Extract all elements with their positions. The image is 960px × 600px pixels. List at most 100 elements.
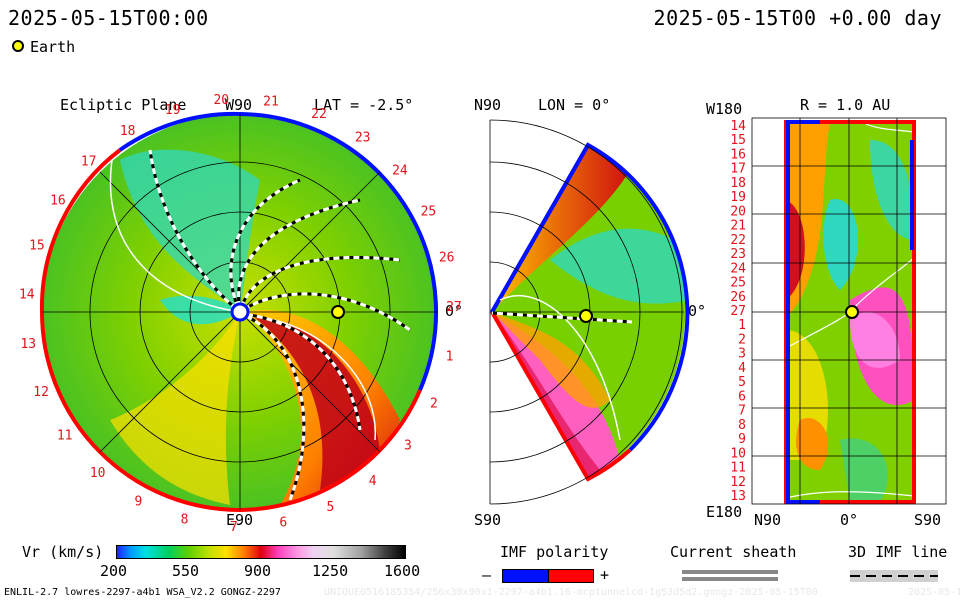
imf-line-title: 3D IMF line: [848, 543, 948, 561]
radial-rotation-label: 23: [730, 247, 746, 262]
earth-legend-label: Earth: [30, 38, 76, 56]
ecliptic-title: Ecliptic Plane: [60, 96, 187, 114]
radial-rotation-label: 24: [730, 261, 746, 276]
ecliptic-rotation-label: 25: [421, 204, 437, 219]
radial-bottom-label-s: S90: [914, 511, 942, 529]
ecliptic-rotation-label: 21: [263, 94, 279, 109]
ecliptic-rotation-label: 24: [392, 164, 408, 179]
ecliptic-rotation-label: 12: [33, 385, 49, 400]
radial-rotation-label: 9: [738, 432, 746, 447]
radial-rotation-label: 11: [730, 461, 746, 476]
earth-marker-icon: [12, 40, 24, 52]
radial-rotation-label: 13: [730, 489, 746, 504]
radial-rotation-label: 17: [730, 162, 746, 177]
ecliptic-rotation-label: 19: [165, 103, 181, 118]
footer-run-id: UNIQUE0516185354/256x30x90x1-2297-a4b1.1…: [324, 587, 818, 598]
earth-ecliptic-icon: [331, 305, 345, 319]
ecliptic-rotation-label: 16: [50, 194, 66, 209]
ecliptic-rotation-label: 26: [439, 251, 455, 266]
imf-polarity-minus: –: [482, 566, 492, 584]
radial-rotation-label: 5: [738, 375, 746, 390]
radial-rotation-label: 20: [730, 204, 746, 219]
sun-icon: [230, 302, 250, 322]
imf-polarity-title: IMF polarity: [500, 543, 609, 561]
ecliptic-rotation-label: 20: [213, 93, 229, 108]
ecliptic-rotation-label: 11: [57, 429, 73, 444]
ecliptic-rotation-label: 2: [430, 396, 438, 411]
radial-rotation-label: 21: [730, 219, 746, 234]
ecliptic-top-label: W90: [225, 96, 253, 114]
ecliptic-rotation-label: 3: [404, 439, 412, 454]
earth-radial-icon: [845, 305, 859, 319]
colorbar-tick-1250: 1250: [312, 562, 349, 580]
ecliptic-rotation-label: 5: [326, 500, 334, 515]
ecliptic-bottom-label: E90: [226, 511, 254, 529]
ecliptic-rotation-label: 27: [446, 300, 462, 315]
ecliptic-rotation-label: 9: [134, 494, 142, 509]
imf-positive-swatch: [548, 569, 594, 583]
meridional-lon-label: LON = 0°: [538, 96, 611, 114]
radial-rotation-label: 6: [738, 389, 746, 404]
ecliptic-rotation-label: 18: [120, 124, 136, 139]
colorbar-tick-550: 550: [172, 562, 200, 580]
ecliptic-rotation-label: 7: [230, 520, 238, 535]
ecliptic-rotation-label: 10: [90, 466, 106, 481]
colorbar-tick-1600: 1600: [384, 562, 421, 580]
radial-top-left-label: W180: [706, 100, 743, 118]
ecliptic-rotation-label: 8: [181, 513, 189, 528]
radial-rotation-label: 10: [730, 446, 746, 461]
radial-bottom-left-label: E180: [706, 503, 743, 521]
meridional-right-label: 0°: [688, 302, 707, 320]
ecliptic-rotation-label: 6: [279, 516, 287, 531]
ecliptic-rotation-label: 4: [369, 474, 377, 489]
velocity-colorbar: [116, 545, 406, 559]
radial-rotation-label: 3: [738, 347, 746, 362]
radial-rotation-label: 26: [730, 290, 746, 305]
radial-rotation-label: 8: [738, 418, 746, 433]
ecliptic-rotation-label: 23: [355, 131, 371, 146]
ecliptic-rotation-label: 1: [446, 349, 454, 364]
radial-rotation-label: 14: [730, 119, 746, 134]
meridional-bottom-label: S90: [474, 511, 502, 529]
radial-rotation-label: 25: [730, 276, 746, 291]
radial-rotation-label: 4: [738, 361, 746, 376]
radial-rotation-label: 22: [730, 233, 746, 248]
radial-bottom-label-0: 0°: [840, 511, 859, 529]
radial-rotation-label: 1: [738, 318, 746, 333]
colorbar-tick-200: 200: [100, 562, 128, 580]
radial-rotation-label: 12: [730, 475, 746, 490]
ecliptic-lat-label: LAT = -2.5°: [314, 96, 414, 114]
current-sheath-line-1: [682, 570, 778, 574]
current-sheath-line-2: [682, 577, 778, 581]
imf-polarity-plus: +: [600, 566, 610, 584]
radial-rotation-label: 27: [730, 304, 746, 319]
radial-rotation-label: 2: [738, 333, 746, 348]
meridional-top-label: N90: [474, 96, 502, 114]
radial-bottom-label-n: N90: [754, 511, 782, 529]
imf-negative-swatch: [502, 569, 550, 583]
radial-rotation-label: 16: [730, 148, 746, 163]
radial-rotation-label: 7: [738, 404, 746, 419]
ecliptic-rotation-label: 22: [311, 107, 327, 122]
radial-rotation-label: 18: [730, 176, 746, 191]
colorbar-tick-900: 900: [244, 562, 272, 580]
ecliptic-rotation-label: 15: [29, 239, 45, 254]
colorbar-label: Vr (km/s): [22, 543, 104, 561]
ecliptic-right-label: 0°: [445, 302, 464, 320]
footer-date: 2025-05-16: [908, 587, 960, 598]
imf-line-swatch: [850, 570, 938, 582]
radial-rotation-label: 19: [730, 190, 746, 205]
ecliptic-rotation-label: 13: [20, 337, 36, 352]
current-sheath-title: Current sheath: [670, 543, 797, 561]
footer-model-info: ENLIL-2.7 lowres-2297-a4b1 WSA_V2.2 GONG…: [4, 587, 281, 598]
ecliptic-rotation-label: 14: [19, 287, 35, 302]
timestamp-left: 2025-05-15T00:00: [8, 6, 209, 30]
radial-r-label: R = 1.0 AU: [800, 96, 891, 114]
ecliptic-rotation-label: 17: [81, 155, 97, 170]
timestamp-right: 2025-05-15T00 +0.00 day: [653, 6, 942, 30]
earth-meridional-icon: [579, 309, 593, 323]
radial-rotation-label: 15: [730, 133, 746, 148]
